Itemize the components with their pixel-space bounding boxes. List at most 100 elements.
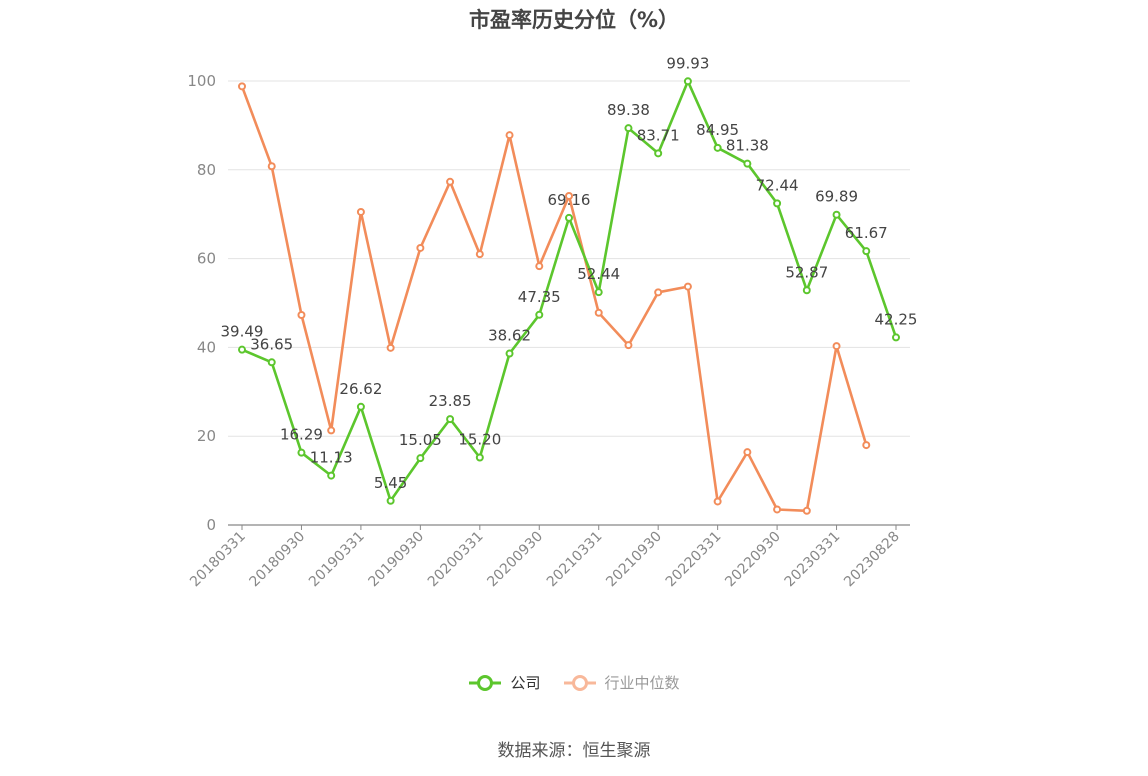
series-line-1: [240, 85, 868, 513]
data-point: [594, 288, 603, 297]
legend-item-company[interactable]: 公司: [468, 672, 541, 693]
data-point: [267, 162, 276, 171]
data-point: [416, 243, 425, 252]
data-point: [416, 454, 425, 463]
data-point: [565, 213, 573, 222]
data-point: [654, 288, 663, 297]
data-point: [535, 262, 544, 271]
data-point: [743, 159, 752, 168]
y-tick-label: 80: [197, 161, 216, 179]
data-point: [535, 310, 544, 319]
x-tick-label: 20210930: [603, 529, 665, 591]
data-point: [356, 207, 365, 216]
x-tick-label: 20180930: [247, 529, 309, 591]
data-label: 39.49: [221, 323, 264, 341]
data-point: [713, 143, 722, 152]
data-label: 69.89: [815, 188, 858, 206]
legend-marker-industry-median: [563, 674, 596, 691]
data-point: [327, 426, 336, 435]
data-point: [565, 191, 573, 200]
data-point: [386, 343, 395, 352]
data-point: [505, 349, 514, 358]
x-tick-label: 20190331: [306, 529, 368, 591]
y-tick-label: 60: [197, 250, 216, 268]
x-tick-label: 20190930: [365, 529, 427, 591]
data-point: [446, 177, 455, 186]
chart-title: 市盈率历史分位（%）: [468, 8, 680, 32]
data-point: [475, 250, 484, 259]
data-label: 15.20: [458, 431, 501, 449]
data-label: 99.93: [666, 54, 709, 72]
legend-marker-company: [469, 674, 502, 691]
legend-label-industry-median: 行业中位数: [604, 674, 680, 692]
data-label: 38.62: [488, 327, 531, 345]
data-point: [327, 471, 336, 480]
x-tick-label: 20210331: [544, 529, 606, 591]
data-point: [475, 453, 484, 462]
data-point: [238, 345, 246, 354]
data-point: [624, 124, 633, 133]
data-label: 47.35: [518, 288, 561, 306]
data-label: 81.38: [726, 137, 769, 155]
y-tick-label: 20: [197, 427, 216, 445]
legend-item-industry-median[interactable]: 行业中位数: [563, 672, 680, 693]
x-tick-label: 20220930: [722, 529, 784, 591]
series-layer: [238, 77, 900, 515]
data-label: 5.45: [374, 474, 407, 492]
data-point: [773, 199, 782, 208]
x-tick-label: 20220331: [663, 529, 725, 591]
data-point: [683, 77, 692, 86]
data-point: [654, 149, 663, 158]
data-label: 15.05: [399, 431, 442, 449]
data-label: 52.44: [577, 265, 620, 283]
data-point: [297, 310, 306, 319]
axis-layer: 0 20 40 60 80 100 2018033120180930201903312019…: [187, 72, 910, 590]
y-tick-label: 40: [197, 338, 216, 356]
data-point: [743, 448, 752, 457]
data-point: [267, 358, 276, 367]
x-tick-label: 20200331: [425, 529, 487, 591]
legend: 公司 行业中位数: [0, 672, 1148, 693]
x-tick-label: 20180331: [187, 529, 249, 591]
y-tick-label: 100: [187, 72, 216, 90]
grid-layer: [228, 80, 910, 437]
data-point: [297, 448, 306, 457]
data-point: [713, 497, 722, 506]
data-point: [446, 415, 455, 424]
data-point: [594, 308, 603, 317]
data-label: 23.85: [429, 392, 472, 410]
x-tick-label: 20200930: [484, 529, 546, 591]
data-label: 42.25: [875, 310, 918, 328]
data-point: [356, 402, 365, 411]
data-point: [386, 496, 395, 505]
data-point: [862, 441, 871, 450]
data-label: 83.71: [637, 126, 680, 144]
data-label: 69.16: [548, 191, 591, 209]
data-label: 61.67: [845, 224, 888, 242]
data-point: [773, 505, 782, 514]
data-point: [832, 210, 841, 219]
line-chart: 0 20 40 60 80 100 2018033120180930201903312019…: [187, 54, 918, 590]
data-label: 36.65: [250, 335, 293, 353]
legend-label-company: 公司: [510, 674, 541, 692]
data-point: [238, 82, 246, 91]
data-point: [832, 342, 841, 351]
data-point: [892, 333, 900, 342]
data-label: 52.87: [785, 263, 828, 281]
x-tick-label: 20230331: [782, 529, 844, 591]
data-label: 11.13: [310, 449, 353, 467]
data-point: [802, 506, 811, 515]
data-point: [624, 341, 633, 350]
data-label: 26.62: [339, 380, 382, 398]
x-tick-label: 20230828: [841, 529, 903, 591]
series-line-0: [241, 80, 898, 503]
source-note: 数据来源：恒生聚源: [497, 741, 651, 761]
data-point: [505, 131, 514, 140]
y-tick-label: 0: [206, 516, 216, 534]
data-point: [802, 286, 811, 295]
data-point: [862, 247, 871, 256]
data-point: [683, 282, 692, 291]
data-label: 16.29: [280, 426, 323, 444]
data-label: 72.44: [756, 176, 799, 194]
